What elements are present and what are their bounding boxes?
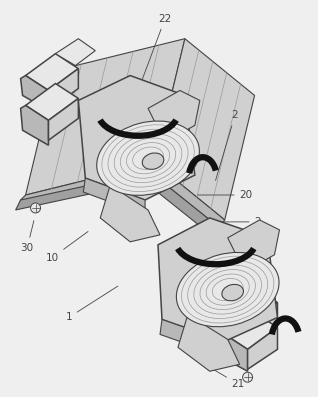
Polygon shape [25,83,78,120]
Polygon shape [78,75,195,200]
Circle shape [31,203,40,213]
Polygon shape [225,312,278,349]
Polygon shape [158,218,278,341]
Polygon shape [220,334,248,371]
Polygon shape [248,303,278,346]
Polygon shape [25,54,78,91]
Polygon shape [248,328,278,369]
Polygon shape [21,106,48,145]
Text: 10: 10 [45,231,88,263]
Ellipse shape [97,121,199,195]
Polygon shape [160,320,225,357]
Text: 2: 2 [218,217,261,227]
Ellipse shape [222,284,244,301]
Polygon shape [83,178,145,215]
Polygon shape [148,91,200,142]
Polygon shape [48,98,78,140]
Polygon shape [228,220,280,272]
Text: 1: 1 [66,286,118,322]
Ellipse shape [176,252,279,327]
Polygon shape [178,314,240,371]
Polygon shape [220,310,248,349]
Polygon shape [19,163,225,228]
Polygon shape [155,39,255,220]
Text: 2: 2 [216,110,238,180]
Text: 20: 20 [197,190,253,200]
Polygon shape [48,69,78,110]
Text: 21: 21 [212,369,245,389]
Polygon shape [25,39,185,195]
Polygon shape [21,75,48,110]
Polygon shape [16,172,220,238]
Polygon shape [55,39,95,66]
Text: 30: 30 [21,221,34,253]
Text: 22: 22 [139,14,172,88]
Polygon shape [225,287,278,324]
Ellipse shape [142,153,164,170]
Polygon shape [100,185,160,242]
Circle shape [243,372,252,382]
